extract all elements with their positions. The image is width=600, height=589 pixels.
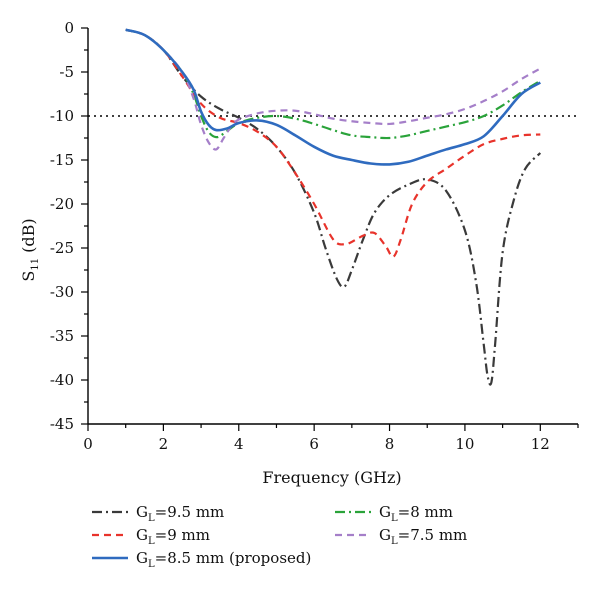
legend-item-3: GL=8.5 mm (proposed) <box>92 549 311 570</box>
x-tick-label: 2 <box>159 435 169 453</box>
x-tick-label: 10 <box>455 435 474 453</box>
series-line-1 <box>125 28 542 386</box>
legend-label: GL=8.5 mm (proposed) <box>136 549 311 570</box>
legend-label: GL=9.5 mm <box>136 503 224 524</box>
x-tick-label: 0 <box>83 435 93 453</box>
legend-label: GL=9 mm <box>136 526 210 547</box>
legend-item-5: GL=7.5 mm <box>335 526 467 547</box>
y-tick-label: -15 <box>50 151 74 169</box>
y-tick-label: -30 <box>50 283 74 301</box>
x-tick-label: 12 <box>531 435 550 453</box>
x-tick-label: 8 <box>385 435 395 453</box>
x-tick-label: 6 <box>309 435 319 453</box>
y-tick-label: -45 <box>50 415 74 433</box>
series-line-3 <box>125 28 541 166</box>
y-axis-title: S11 (dB) <box>19 218 41 281</box>
legend-label: GL=7.5 mm <box>379 526 467 547</box>
series-line-2 <box>125 28 541 258</box>
y-axis-title-subscript: 11 <box>30 258 41 271</box>
y-tick-label: -5 <box>59 63 74 81</box>
y-tick-label: -40 <box>50 371 74 389</box>
y-tick-label: -20 <box>50 195 74 213</box>
y-tick-label: -35 <box>50 327 74 345</box>
y-axis-title-unit: (dB) <box>19 218 38 258</box>
legend-item-2: GL=9 mm <box>92 526 210 547</box>
y-axis-title-main: S <box>19 271 38 282</box>
legend-item-4: GL=8 mm <box>335 503 453 524</box>
series-line-5 <box>125 28 541 151</box>
series-line-4 <box>125 28 541 140</box>
legend-label: GL=8 mm <box>379 503 453 524</box>
y-tick-label: -10 <box>50 107 74 125</box>
x-axis-title: Frequency (GHz) <box>262 468 401 487</box>
axes: 0 2 4 6 8 10 12 0 -5 -10 -15 -20 -25 -30 -35 -40 -45 <box>50 19 579 453</box>
plot-area <box>88 28 578 386</box>
legend-item-1: GL=9.5 mm <box>92 503 224 524</box>
y-tick-label: -25 <box>50 239 74 257</box>
y-tick-label: 0 <box>64 19 74 37</box>
x-tick-label: 4 <box>234 435 244 453</box>
